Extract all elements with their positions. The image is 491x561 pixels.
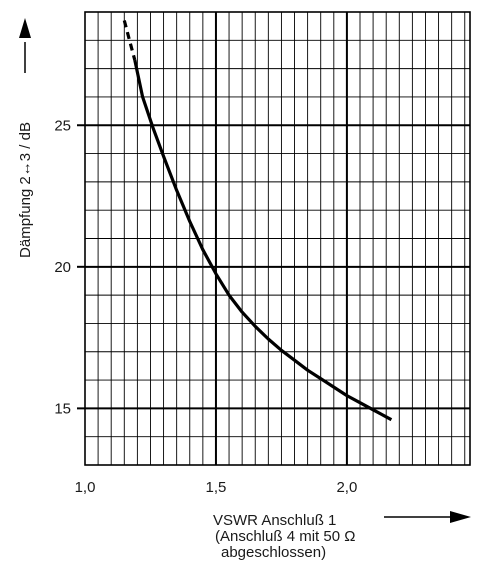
x-axis-label-line-2: (Anschluß 4 mit 50 Ω — [215, 528, 355, 545]
x-axis-label-line-3: abgeschlossen) — [221, 544, 326, 561]
x-axis-arrowhead — [450, 511, 471, 523]
x-tick-label: 2,0 — [336, 479, 357, 496]
x-tick-label: 1,5 — [206, 479, 227, 496]
curve-dashed-segment — [122, 20, 137, 61]
x-axis-label-line-1: VSWR Anschluß 1 — [213, 512, 336, 529]
y-axis-label: Dämpfung 2↔3 / dB — [17, 122, 34, 258]
y-axis-arrowhead — [19, 18, 31, 38]
y-tick-label: 20 — [54, 259, 71, 276]
curve-solid-segment — [133, 59, 393, 422]
x-tick-label: 1,0 — [75, 479, 96, 496]
grid — [77, 11, 471, 466]
y-tick-labels: 15 20 25 — [54, 117, 71, 417]
x-tick-labels: 1,0 1,5 2,0 — [75, 479, 358, 496]
plot-lines — [122, 20, 393, 422]
y-tick-label: 25 — [54, 117, 71, 134]
plot-frame — [84, 11, 471, 466]
y-tick-label: 15 — [54, 400, 71, 417]
